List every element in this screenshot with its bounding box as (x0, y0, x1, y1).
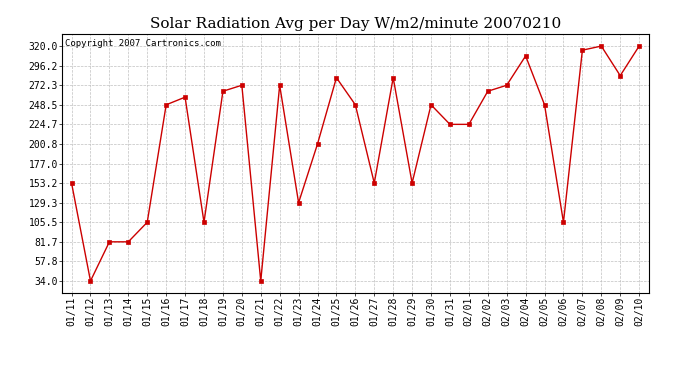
Text: Copyright 2007 Cartronics.com: Copyright 2007 Cartronics.com (65, 39, 221, 48)
Title: Solar Radiation Avg per Day W/m2/minute 20070210: Solar Radiation Avg per Day W/m2/minute … (150, 17, 561, 31)
